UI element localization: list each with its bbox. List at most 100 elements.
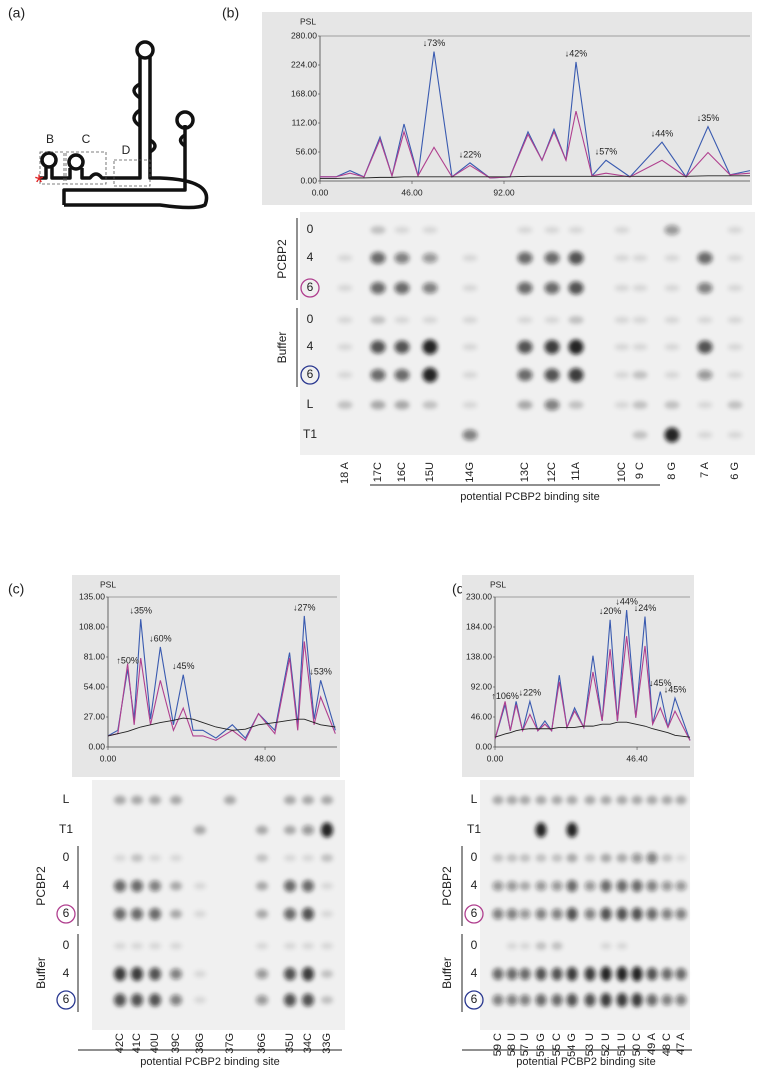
gel-band: [646, 852, 658, 864]
lane-label: 15U: [424, 462, 436, 482]
y-tick-label: 27.00: [84, 711, 106, 721]
gel-band: [492, 994, 504, 1006]
gel-band: [584, 993, 596, 1007]
gel-band: [506, 994, 518, 1006]
gel-band: [302, 993, 314, 1007]
group-label: Buffer: [34, 957, 48, 989]
gel-band: [149, 942, 161, 950]
gel-band: [566, 993, 578, 1007]
lane-label: 38G: [194, 1033, 206, 1054]
lane-label: 7 A: [699, 461, 711, 478]
gel-band: [631, 993, 643, 1007]
gel-band: [632, 401, 648, 409]
lane-label: 41C: [131, 1033, 143, 1053]
gel-band: [462, 401, 478, 409]
gel-band: [114, 993, 126, 1007]
gel-band: [370, 252, 386, 264]
gel-band: [114, 967, 126, 981]
gel-band: [394, 252, 410, 264]
gel-band: [492, 854, 504, 862]
gel-band: [600, 880, 612, 892]
gel-band: [661, 881, 673, 891]
row-label: 4: [307, 339, 314, 353]
data-line: [107, 641, 336, 742]
lane-label: 9 C: [634, 462, 646, 479]
data-line: [320, 175, 750, 179]
gel-band: [462, 371, 478, 379]
gel-band: [727, 343, 743, 351]
y-tick-label: 135.00: [79, 591, 105, 601]
lane-label: 42C: [114, 1033, 126, 1053]
gel-band: [566, 795, 578, 805]
gel-band: [170, 968, 182, 980]
gel-band: [149, 795, 161, 805]
gel-band: [568, 339, 584, 355]
gel-band: [544, 226, 560, 234]
gel-band: [535, 942, 547, 950]
y-tick-label: 108.00: [79, 621, 105, 631]
gel-band: [544, 316, 560, 324]
gel-band: [517, 340, 533, 354]
lane-label: 51 U: [616, 1033, 628, 1056]
gel-band: [422, 316, 438, 324]
gel-band: [394, 282, 410, 294]
gel-band: [422, 401, 438, 409]
gel-band: [631, 907, 643, 921]
row-label: 0: [307, 312, 314, 326]
lane-label: 56 G: [535, 1033, 547, 1057]
gel-band: [131, 908, 143, 920]
row-label: 6: [307, 367, 314, 381]
gel-band: [131, 854, 143, 862]
gel-band: [321, 970, 333, 978]
gel-band: [519, 881, 531, 891]
row-label: L: [471, 792, 478, 806]
domain-label: C: [82, 132, 91, 146]
gel-band: [584, 881, 596, 891]
gel-band: [284, 880, 296, 892]
gel-band: [256, 995, 268, 1005]
gel-band: [631, 966, 643, 982]
row-label: 0: [471, 850, 478, 864]
x-tick-label: 92.00: [493, 187, 515, 197]
gel-band: [337, 316, 353, 324]
peak-annotation: ↓44%: [651, 129, 674, 139]
lane-label: 35U: [284, 1033, 296, 1053]
gel-band: [727, 254, 743, 262]
gel-band: [551, 994, 563, 1006]
gel-band: [321, 942, 333, 950]
gel-band: [394, 226, 410, 234]
gel-band: [194, 996, 206, 1004]
gel-band: [492, 881, 504, 891]
lane-label: 13C: [519, 462, 531, 482]
gel-band: [600, 942, 612, 950]
lane-label: 39C: [170, 1033, 182, 1053]
gel-band: [614, 226, 630, 234]
data-line: [107, 717, 336, 737]
gel-band: [394, 369, 410, 381]
gel-band: [517, 316, 533, 324]
gel-band: [535, 881, 547, 891]
row-label: 6: [471, 906, 478, 920]
gel-band: [535, 854, 547, 862]
gel-band: [370, 400, 386, 410]
gel-band: [517, 252, 533, 264]
gel-band: [616, 880, 628, 892]
gel-band: [337, 343, 353, 351]
gel-band: [284, 908, 296, 920]
row-label: 6: [63, 906, 70, 920]
gel-band: [600, 853, 612, 863]
gel-band: [284, 825, 296, 835]
lane-label: 54 G: [566, 1033, 578, 1057]
y-tick-label: 0.00: [475, 741, 492, 751]
lane-label: 34C: [302, 1033, 314, 1053]
lane-label: 48 C: [661, 1033, 673, 1056]
gel-bands: [337, 225, 743, 443]
gel-band: [661, 994, 673, 1006]
data-line: [107, 615, 336, 740]
gel-band: [551, 967, 563, 981]
x-tick-label: 48.00: [254, 753, 276, 763]
gel-band: [370, 340, 386, 354]
gel-band: [675, 795, 687, 805]
gel-band: [535, 822, 547, 838]
row-label: 6: [63, 992, 70, 1006]
